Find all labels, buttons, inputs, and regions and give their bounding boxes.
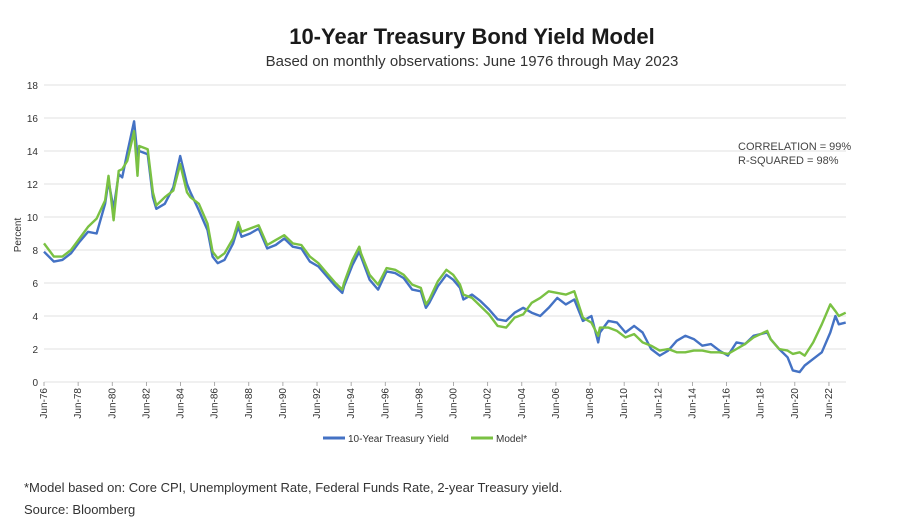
correlation-annotation: CORRELATION = 99% — [738, 141, 851, 153]
legend-label-model: Model* — [496, 434, 527, 445]
x-tick-label: Jun-80 — [107, 388, 118, 419]
y-tick-label: 16 — [27, 114, 39, 125]
y-tick-label: 2 — [32, 345, 38, 356]
x-tick-label: Jun-12 — [653, 388, 664, 419]
line-chart: 0 2 4 6 8 10 12 14 16 18 Jun-76 Jun-78 Jun-80 Jun-82… — [13, 81, 851, 445]
x-tick-label: Jun-14 — [687, 388, 698, 419]
x-tick-label: Jun-16 — [722, 388, 733, 419]
x-tick-label: Jun-22 — [824, 388, 835, 419]
x-tick-label: Jun-10 — [619, 388, 630, 419]
model-line — [43, 129, 847, 357]
y-tick-label: 4 — [32, 312, 38, 323]
y-tick-label: 10 — [27, 213, 39, 224]
treasury-yield-line — [43, 120, 846, 374]
x-axis-ticks: Jun-76 Jun-78 Jun-80 Jun-82 Jun-84 Jun-86 Jun-… — [39, 382, 835, 419]
x-tick-label: Jun-96 — [380, 388, 391, 419]
x-tick-label: Jun-02 — [483, 388, 494, 419]
y-tick-label: 0 — [32, 378, 38, 389]
x-tick-label: Jun-92 — [312, 388, 323, 419]
y-tick-label: 12 — [27, 180, 39, 191]
y-tick-label: 14 — [27, 147, 39, 158]
x-tick-label: Jun-06 — [551, 388, 562, 419]
x-tick-label: Jun-76 — [39, 388, 50, 419]
x-tick-label: Jun-18 — [756, 388, 767, 419]
x-tick-label: Jun-94 — [346, 388, 357, 419]
y-tick-label: 6 — [32, 279, 38, 290]
grid-lines — [44, 84, 846, 383]
y-tick-label: 8 — [32, 246, 38, 257]
x-tick-label: Jun-08 — [585, 388, 596, 419]
legend-label-treasury-yield: 10-Year Treasury Yield — [348, 434, 449, 445]
source-footnote: Source: Bloomberg — [24, 502, 136, 517]
x-tick-label: Jun-04 — [517, 388, 528, 419]
legend: 10-Year Treasury Yield Model* — [323, 434, 527, 445]
x-tick-label: Jun-86 — [210, 388, 221, 419]
chart-subtitle: Based on monthly observations: June 1976… — [265, 53, 679, 70]
series-lines — [43, 120, 847, 374]
x-tick-label: Jun-88 — [244, 388, 255, 419]
x-tick-label: Jun-82 — [141, 388, 152, 419]
model-footnote: *Model based on: Core CPI, Unemployment … — [24, 480, 563, 495]
x-tick-label: Jun-90 — [278, 388, 289, 419]
chart-title: 10-Year Treasury Bond Yield Model — [289, 24, 655, 49]
x-tick-label: Jun-84 — [176, 388, 187, 419]
x-tick-label: Jun-78 — [73, 388, 84, 419]
y-axis-label: Percent — [13, 218, 24, 253]
r-squared-annotation: R-SQUARED = 98% — [738, 155, 839, 167]
x-tick-label: Jun-00 — [449, 388, 460, 419]
x-tick-label: Jun-20 — [790, 388, 801, 419]
x-tick-label: Jun-98 — [414, 388, 425, 419]
y-axis-ticks: 0 2 4 6 8 10 12 14 16 18 — [27, 81, 39, 389]
y-tick-label: 18 — [27, 81, 39, 92]
